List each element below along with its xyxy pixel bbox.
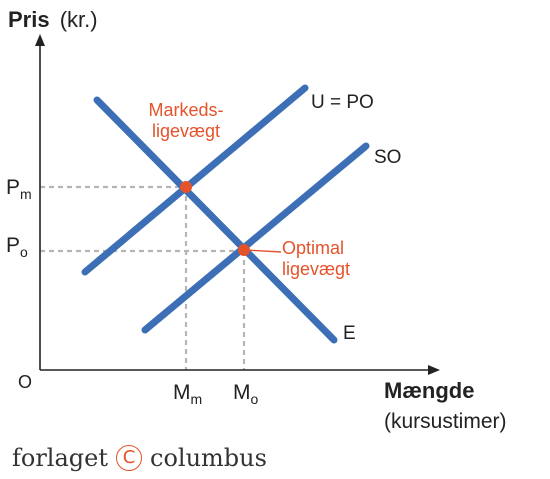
tick-label-mo-sub: o <box>251 391 259 407</box>
curve-label-u-po: U = PO <box>311 92 374 113</box>
optimal-equilibrium-point <box>238 244 250 256</box>
y-axis-label: Pris (kr.) <box>8 7 98 32</box>
origin-label: O <box>18 372 32 392</box>
tick-label-mo: Mo <box>233 381 259 407</box>
optimal-leader-line <box>245 249 282 253</box>
tick-label-mm-sub: m <box>191 391 203 407</box>
optimal-equilibrium-label-line1: Optimal <box>282 238 344 258</box>
publisher-logo-right: columbus <box>150 444 267 472</box>
tick-label-pm-sub: m <box>20 186 32 202</box>
curves <box>81 84 370 344</box>
publisher-logo-left: forlaget <box>12 444 108 472</box>
tick-label-po-letter: P <box>6 234 20 257</box>
tick-label-pm: Pm <box>6 176 32 202</box>
curve-label-e: E <box>343 323 356 344</box>
publisher-logo: forlaget C columbus <box>12 444 267 472</box>
y-axis-arrowhead <box>35 34 45 46</box>
e-curve <box>93 96 338 344</box>
tick-label-mm-letter: M <box>173 381 191 404</box>
tick-label-pm-letter: P <box>6 176 20 199</box>
x-axis-arrowhead <box>428 365 440 375</box>
tick-label-po: Po <box>6 234 28 260</box>
tick-label-po-sub: o <box>20 244 28 260</box>
dashed-guides <box>40 185 246 370</box>
curve-label-so: SO <box>374 147 401 168</box>
y-axis-label-unit: (kr.) <box>60 7 98 32</box>
copyright-icon: C <box>116 445 142 471</box>
tick-label-mm: Mm <box>173 381 202 407</box>
x-axis-label-unit: (kursustimer) <box>384 410 507 433</box>
y-axis-label-bold: Pris <box>8 7 50 32</box>
u-po-curve <box>81 84 309 276</box>
optimal-equilibrium-label-line2: ligevægt <box>282 259 350 279</box>
market-equilibrium-point <box>180 181 192 193</box>
axes <box>39 42 432 371</box>
x-axis-label-bold: Mængde <box>384 378 474 403</box>
so-curve <box>141 142 370 334</box>
market-equilibrium-label-line2: ligevægt <box>152 121 220 141</box>
market-equilibrium-label-line1: Markeds- <box>148 100 223 120</box>
tick-label-mo-letter: M <box>233 381 251 404</box>
